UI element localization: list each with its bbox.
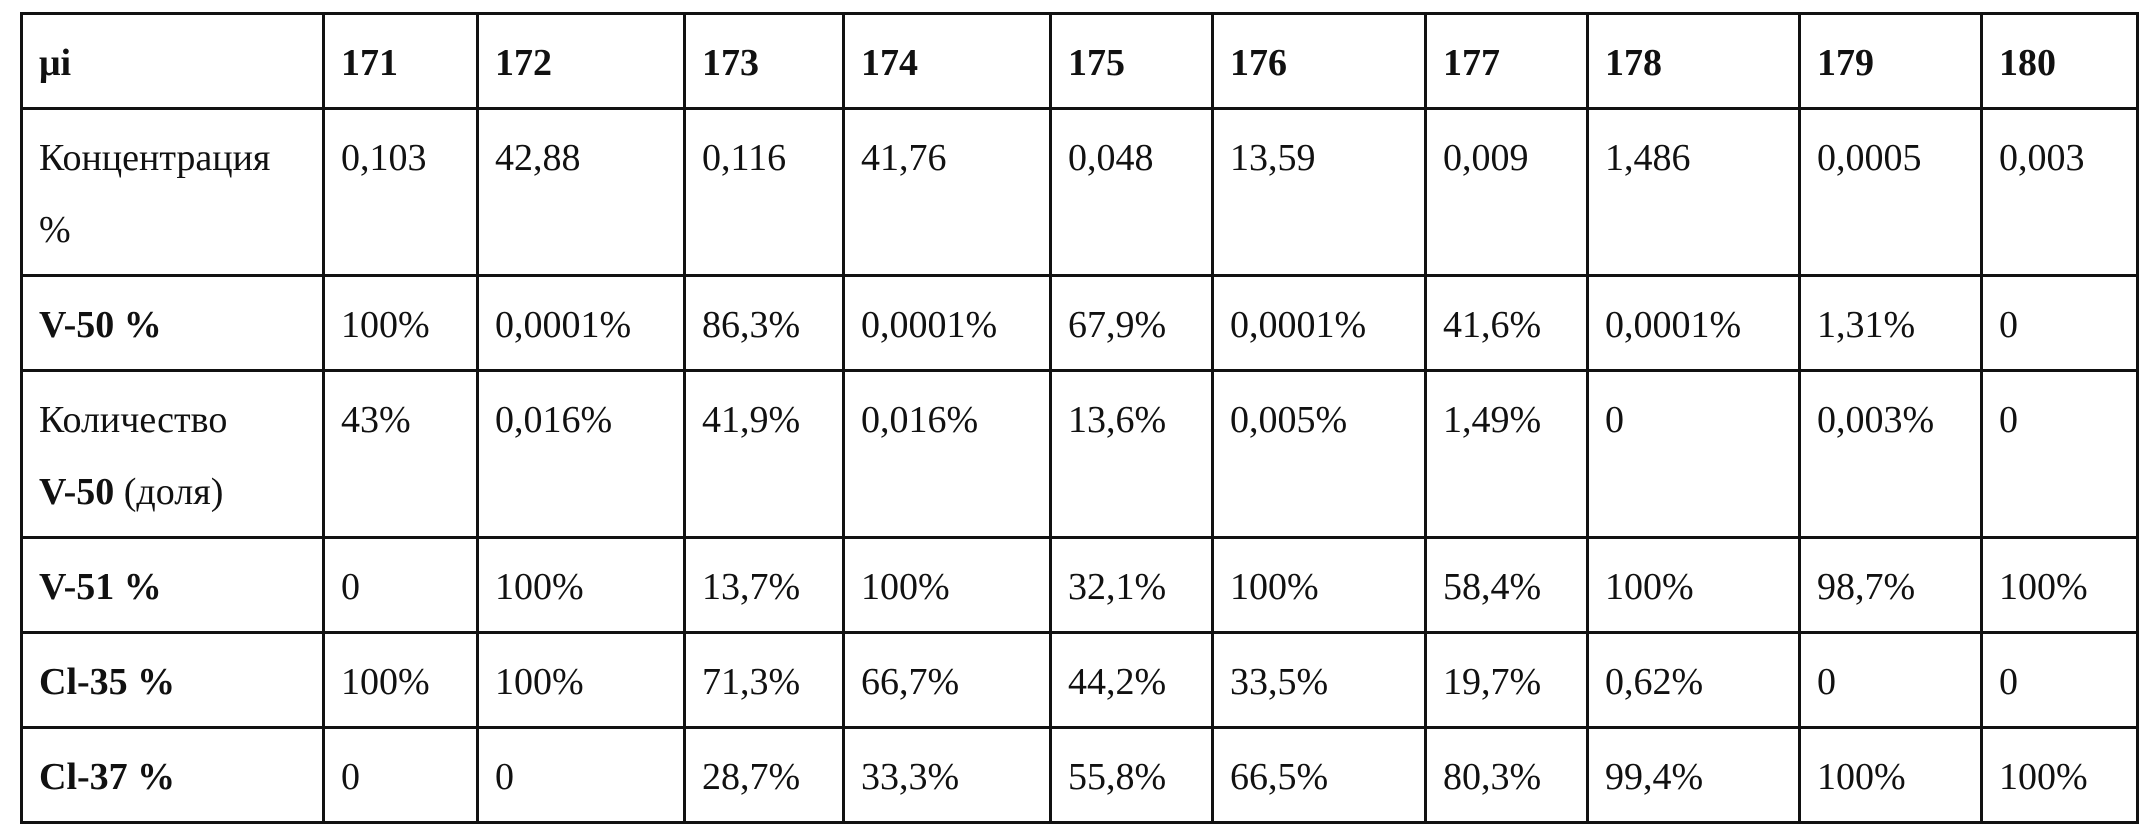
table-row-v50: V-50 % 100% 0,0001% 86,3% 0,0001% 67,9% … [22,276,2138,371]
row-label-line: % [39,194,308,266]
table-cell: 13,59 [1213,109,1426,276]
table-cell: 41,76 [844,109,1051,276]
table-cell: 33,5% [1213,633,1426,728]
header-cell-175: 175 [1051,14,1213,109]
table-cell: 0,048 [1051,109,1213,276]
table-cell: 100% [478,538,685,633]
header-cell-179: 179 [1800,14,1982,109]
table-cell: 0,116 [685,109,844,276]
header-cell-172: 172 [478,14,685,109]
table-cell: 58,4% [1426,538,1588,633]
row-label-cl35: Cl-35 % [22,633,324,728]
table-cell: 0 [1982,276,2138,371]
isotope-table-container: μi 171 172 173 174 175 176 177 178 179 1… [20,12,2136,824]
table-cell: 1,49% [1426,371,1588,538]
table-cell: 0,005% [1213,371,1426,538]
table-cell: 71,3% [685,633,844,728]
header-label-cell: μi [22,14,324,109]
table-cell: 0,0001% [478,276,685,371]
header-cell-173: 173 [685,14,844,109]
row-label-v50: V-50 % [22,276,324,371]
table-cell: 43% [324,371,478,538]
table-cell: 99,4% [1588,728,1800,823]
table-cell: 100% [478,633,685,728]
table-row-cl37: Cl-37 % 0 0 28,7% 33,3% 55,8% 66,5% 80,3… [22,728,2138,823]
table-cell: 0 [324,728,478,823]
table-cell: 0,016% [478,371,685,538]
row-label-bold-part: V-50 [39,471,114,513]
table-cell: 0,003% [1800,371,1982,538]
table-cell: 66,5% [1213,728,1426,823]
row-label-line: V-50 (доля) [39,456,308,528]
table-cell: 100% [1588,538,1800,633]
table-cell: 0,009 [1426,109,1588,276]
table-cell: 0,103 [324,109,478,276]
row-label-v50-amount: Количество V-50 (доля) [22,371,324,538]
table-cell: 0,016% [844,371,1051,538]
table-cell: 100% [1982,538,2138,633]
table-cell: 33,3% [844,728,1051,823]
table-header-row: μi 171 172 173 174 175 176 177 178 179 1… [22,14,2138,109]
table-cell: 0,62% [1588,633,1800,728]
table-cell: 44,2% [1051,633,1213,728]
table-cell: 1,486 [1588,109,1800,276]
table-cell: 0,0001% [1213,276,1426,371]
table-cell: 86,3% [685,276,844,371]
table-cell: 100% [1213,538,1426,633]
table-row-v50-amount: Количество V-50 (доля) 43% 0,016% 41,9% … [22,371,2138,538]
table-row-cl35: Cl-35 % 100% 100% 71,3% 66,7% 44,2% 33,5… [22,633,2138,728]
isotope-data-table: μi 171 172 173 174 175 176 177 178 179 1… [20,12,2139,824]
table-cell: 28,7% [685,728,844,823]
table-cell: 80,3% [1426,728,1588,823]
table-cell: 41,9% [685,371,844,538]
table-cell: 1,31% [1800,276,1982,371]
row-label-cl37: Cl-37 % [22,728,324,823]
table-cell: 55,8% [1051,728,1213,823]
table-cell: 0 [324,538,478,633]
row-label-line: Количество [39,384,308,456]
table-cell: 0,0001% [844,276,1051,371]
header-cell-180: 180 [1982,14,2138,109]
header-cell-178: 178 [1588,14,1800,109]
table-cell: 0 [1982,633,2138,728]
table-cell: 100% [1800,728,1982,823]
table-cell: 0 [1982,371,2138,538]
table-row-concentration: Концентрация % 0,103 42,88 0,116 41,76 0… [22,109,2138,276]
row-label-line: Концентрация [39,122,308,194]
table-cell: 0 [1800,633,1982,728]
table-cell: 19,7% [1426,633,1588,728]
row-label-concentration: Концентрация % [22,109,324,276]
table-cell: 13,7% [685,538,844,633]
table-cell: 0,0005 [1800,109,1982,276]
table-cell: 100% [324,633,478,728]
table-cell: 0,0001% [1588,276,1800,371]
table-row-v51: V-51 % 0 100% 13,7% 100% 32,1% 100% 58,4… [22,538,2138,633]
row-label-v51: V-51 % [22,538,324,633]
table-cell: 100% [1982,728,2138,823]
table-cell: 0,003 [1982,109,2138,276]
table-cell: 100% [844,538,1051,633]
header-cell-174: 174 [844,14,1051,109]
table-cell: 67,9% [1051,276,1213,371]
table-cell: 13,6% [1051,371,1213,538]
table-cell: 100% [324,276,478,371]
table-cell: 42,88 [478,109,685,276]
table-cell: 98,7% [1800,538,1982,633]
table-cell: 0 [1588,371,1800,538]
table-cell: 32,1% [1051,538,1213,633]
table-cell: 0 [478,728,685,823]
header-cell-177: 177 [1426,14,1588,109]
row-label-rest-part: (доля) [114,471,223,513]
table-cell: 66,7% [844,633,1051,728]
header-cell-171: 171 [324,14,478,109]
header-cell-176: 176 [1213,14,1426,109]
table-cell: 41,6% [1426,276,1588,371]
